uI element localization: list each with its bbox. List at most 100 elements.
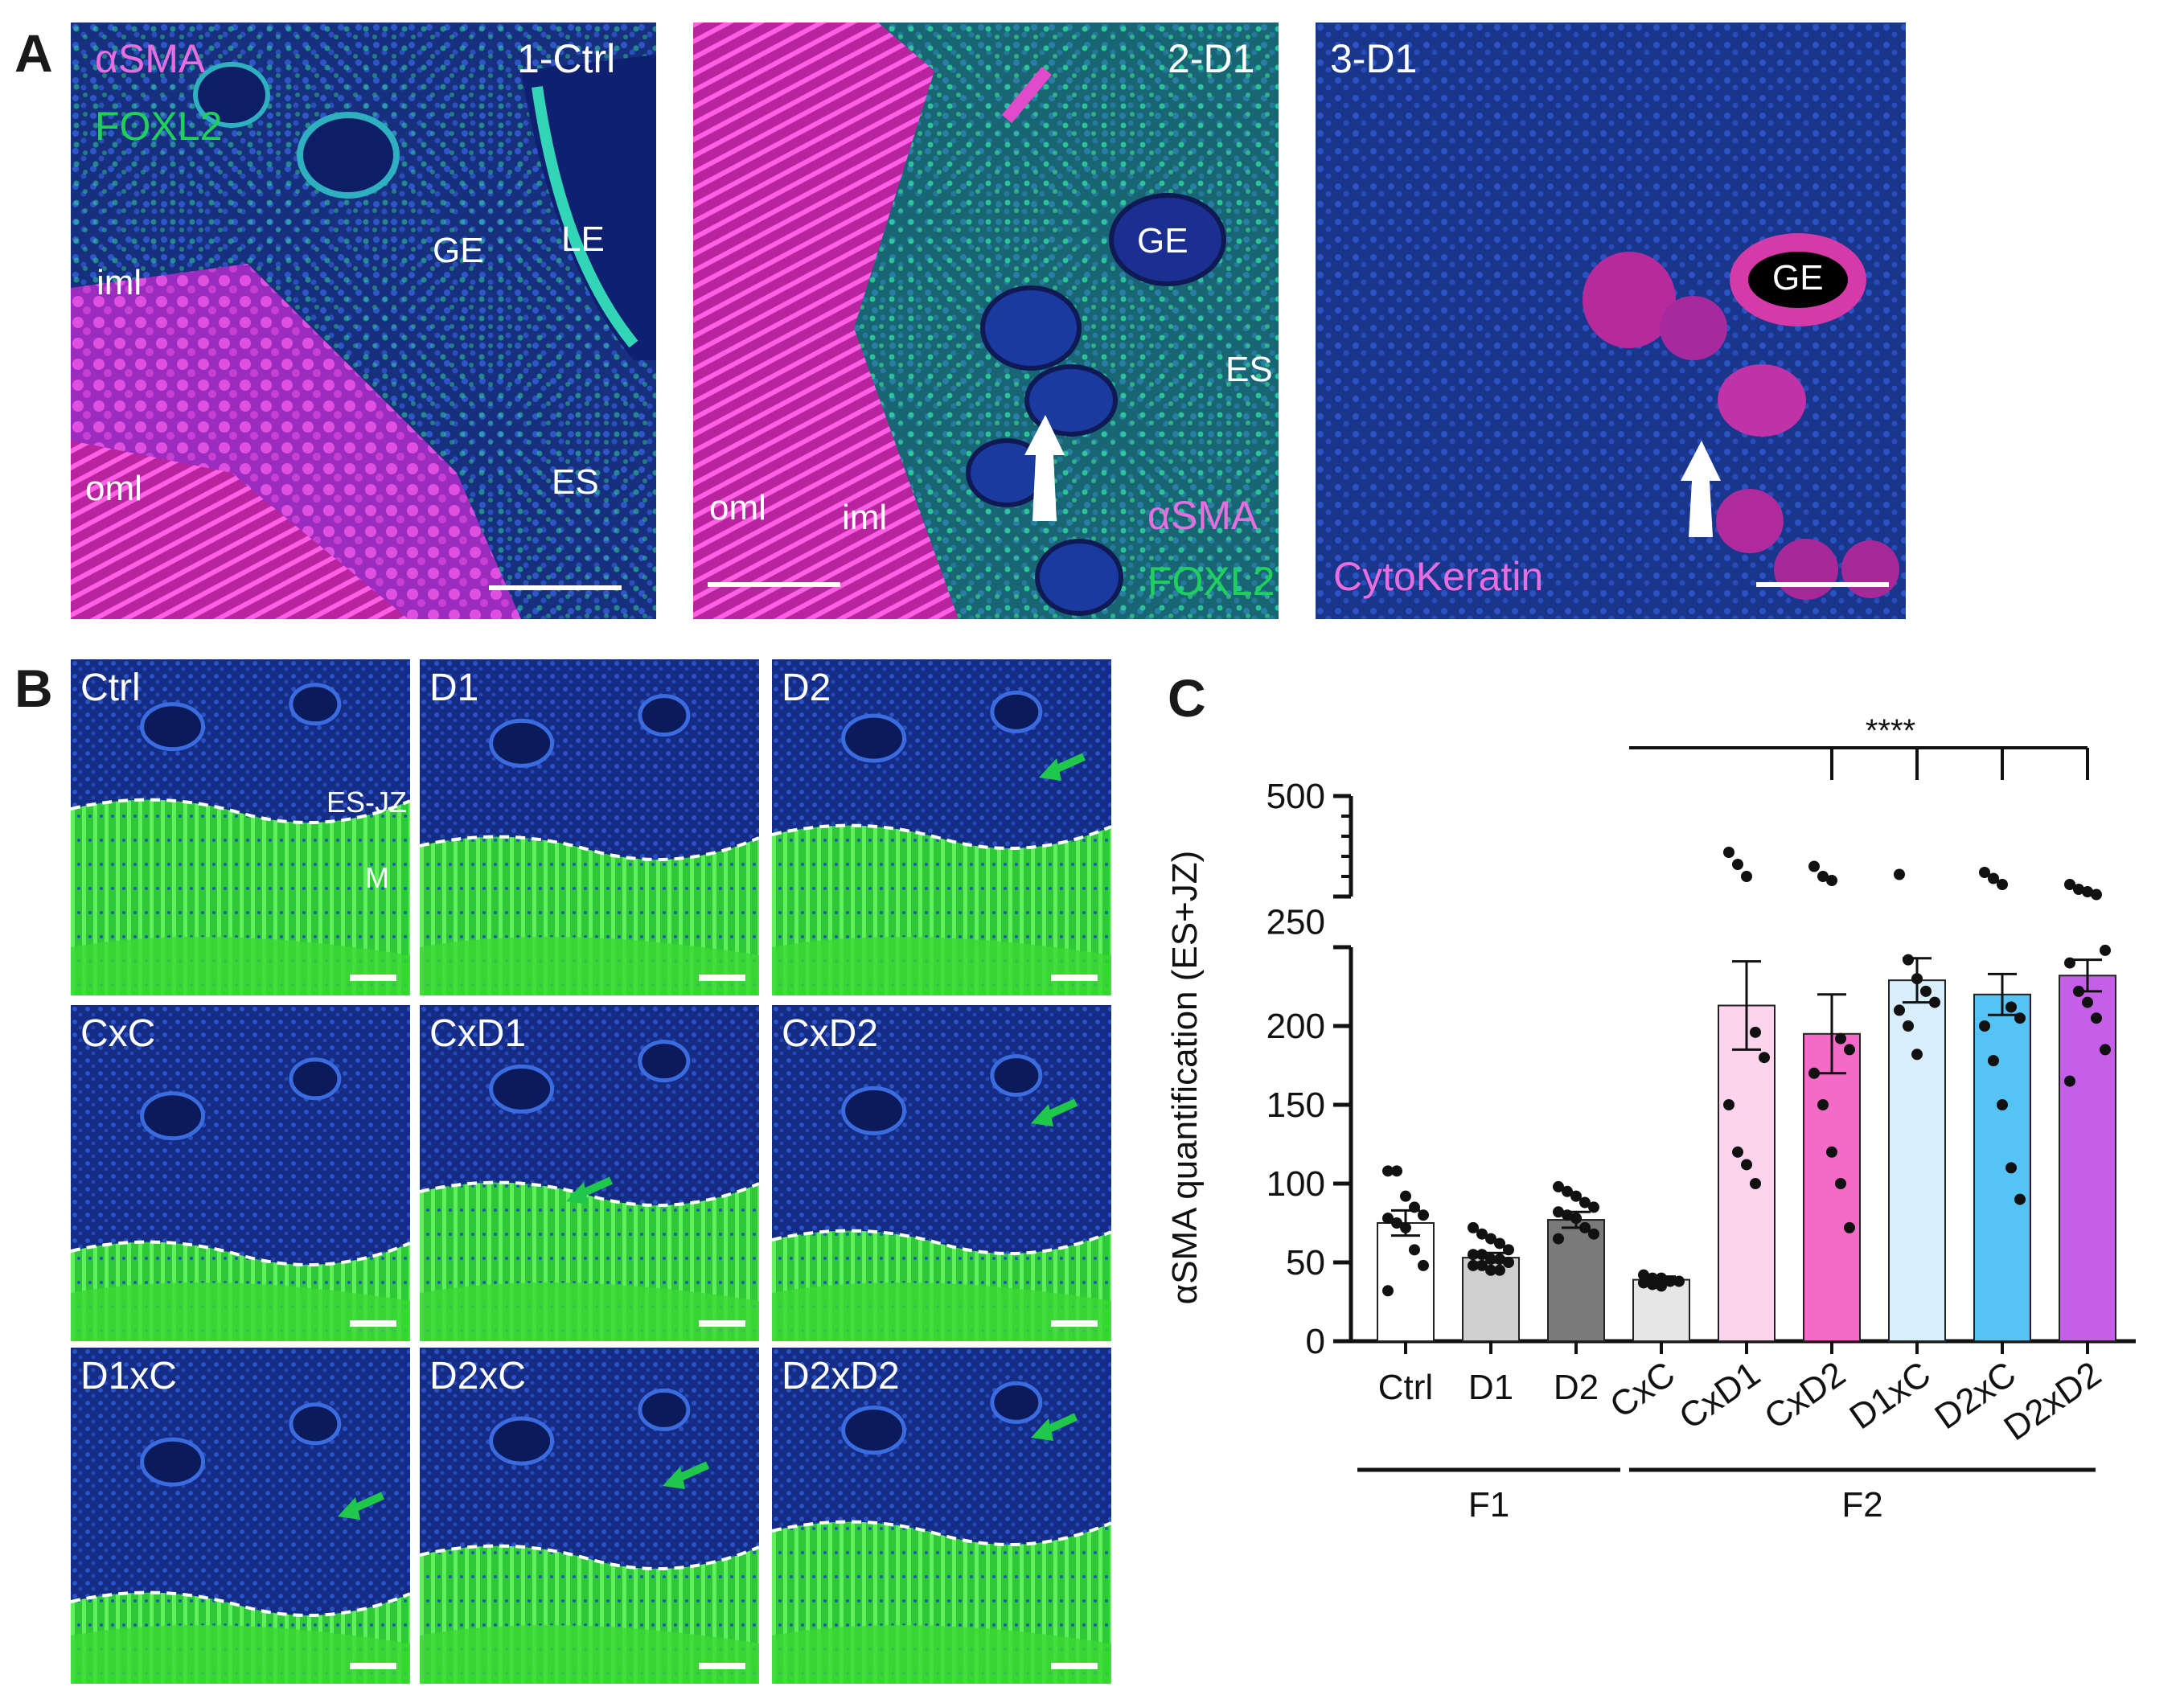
a1-label-ge: GE xyxy=(433,231,484,270)
data-point xyxy=(1911,1049,1923,1061)
data-point xyxy=(1588,1201,1599,1213)
data-point xyxy=(1723,847,1734,858)
data-point xyxy=(1673,1275,1685,1287)
y-tick-label: 0 xyxy=(1306,1322,1325,1361)
data-point xyxy=(1382,1165,1394,1177)
data-point xyxy=(1894,1004,1905,1016)
data-point xyxy=(2064,879,2075,890)
data-point xyxy=(2014,1012,2026,1024)
data-point xyxy=(1638,1277,1649,1289)
panel-b-tile-image xyxy=(71,659,410,995)
bar-d2xc xyxy=(1973,993,2031,1342)
data-point xyxy=(1732,1146,1743,1158)
a3-title: 3-D1 xyxy=(1330,36,1418,81)
data-point xyxy=(1391,1217,1402,1229)
panel-letter-c: C xyxy=(1168,668,1206,728)
a2-arrow-icon xyxy=(1024,415,1065,521)
a3-stain-label-1: CytoKeratin xyxy=(1333,554,1544,599)
bar-ctrl xyxy=(1377,1222,1435,1342)
a2-title: 2-D1 xyxy=(1168,36,1255,81)
data-point xyxy=(1562,1185,1573,1197)
data-point xyxy=(1903,1020,1914,1032)
micrograph-a2-image xyxy=(693,23,1279,619)
x-tick-label: D1 xyxy=(1468,1368,1513,1407)
data-point xyxy=(1844,1044,1855,1056)
y-tick-label: 250 xyxy=(1266,903,1325,942)
panel-b-tile-image xyxy=(71,1005,410,1341)
data-point xyxy=(1997,1099,2008,1110)
data-point xyxy=(1553,1233,1564,1245)
data-point xyxy=(1665,1275,1676,1287)
micrograph-a1-image xyxy=(71,23,656,619)
data-point xyxy=(1979,867,1990,878)
panel-b-tile-cxd1: CxD1 xyxy=(420,1005,759,1341)
data-point xyxy=(1817,1099,1829,1110)
data-point xyxy=(1391,1165,1402,1177)
y-tick-label: 50 xyxy=(1286,1243,1325,1282)
x-tick-label: D2 xyxy=(1554,1368,1599,1407)
data-point xyxy=(2014,1193,2026,1205)
a2-stain-label-1: αSMA xyxy=(1147,493,1258,538)
data-point xyxy=(1929,996,1940,1008)
panel-b-tile-label: D1 xyxy=(429,667,479,709)
data-point xyxy=(1476,1228,1488,1240)
data-point xyxy=(1588,1228,1599,1240)
panel-b-tile-label: D2xD2 xyxy=(782,1355,900,1397)
panel-b-tile-label: D1xC xyxy=(80,1355,178,1397)
data-point xyxy=(1503,1244,1514,1256)
data-point xyxy=(2005,1162,2017,1174)
green-arrow-icon xyxy=(566,1176,614,1204)
panel-b-tile-label: Ctrl xyxy=(80,667,141,709)
x-tick-label: D2xD2 xyxy=(1997,1354,2108,1448)
data-point xyxy=(1647,1278,1658,1291)
data-point xyxy=(1468,1259,1479,1271)
data-point xyxy=(2005,1001,2017,1013)
panel-b-region-m: M xyxy=(365,861,389,894)
data-point xyxy=(1808,860,1820,872)
panel-b-tile-label: D2xC xyxy=(429,1355,527,1397)
a1-label-es: ES xyxy=(552,462,599,502)
a3-scale-bar xyxy=(1756,582,1889,587)
data-point xyxy=(2082,886,2093,897)
data-point xyxy=(1817,871,1829,882)
data-point xyxy=(1382,1285,1394,1297)
data-point xyxy=(1723,1099,1734,1110)
data-point xyxy=(1553,1180,1564,1192)
x-tick-label: D1xC xyxy=(1842,1354,1937,1437)
panel-c-chart: 0 50 100 150 200 250 500 αSMA quantification (E… xyxy=(1165,713,2136,1520)
panel-b-tile-ctrl: Ctrl ES-JZ M xyxy=(71,659,410,995)
panel-b-tile-d2: D2 xyxy=(772,659,1111,995)
y-tick-label: 200 xyxy=(1266,1007,1325,1046)
green-arrow-icon xyxy=(338,1492,385,1520)
data-point xyxy=(1409,1244,1420,1256)
data-point xyxy=(1835,1178,1846,1189)
data-point xyxy=(1732,859,1743,870)
bar-d2xd2 xyxy=(2059,975,2116,1342)
data-point xyxy=(1826,875,1837,886)
a1-scale-bar xyxy=(489,585,622,590)
green-arrow-icon xyxy=(663,1461,710,1489)
data-point xyxy=(2091,888,2102,901)
panel-letter-a: A xyxy=(14,23,53,83)
data-point xyxy=(1570,1190,1582,1202)
x-tick-label: CxD2 xyxy=(1757,1354,1852,1437)
data-point xyxy=(1494,1264,1505,1276)
data-point xyxy=(1988,872,1999,884)
panel-b-tile-image xyxy=(420,1348,759,1684)
data-point xyxy=(1759,1052,1770,1064)
data-point xyxy=(1750,1026,1761,1038)
data-point xyxy=(1553,1206,1564,1218)
significance-label: **** xyxy=(1866,713,1915,749)
data-point xyxy=(1750,1178,1761,1189)
data-point xyxy=(1997,879,2008,890)
data-point xyxy=(1382,1213,1394,1225)
micrograph-a1: αSMA FOXL2 1-Ctrl GE LE iml oml ES xyxy=(71,23,656,619)
data-point xyxy=(1468,1221,1479,1233)
panel-b-tile-cxd2: CxD2 xyxy=(772,1005,1111,1341)
panel-b-tile-d1xc: D1xC xyxy=(71,1348,410,1684)
data-point xyxy=(1485,1264,1496,1276)
panel-b-tile-label: CxC xyxy=(80,1012,156,1055)
y-tick-label: 500 xyxy=(1266,777,1325,816)
panel-b-tile-image xyxy=(420,1005,759,1341)
panel-b-tile-d2xc: D2xC xyxy=(420,1348,759,1684)
